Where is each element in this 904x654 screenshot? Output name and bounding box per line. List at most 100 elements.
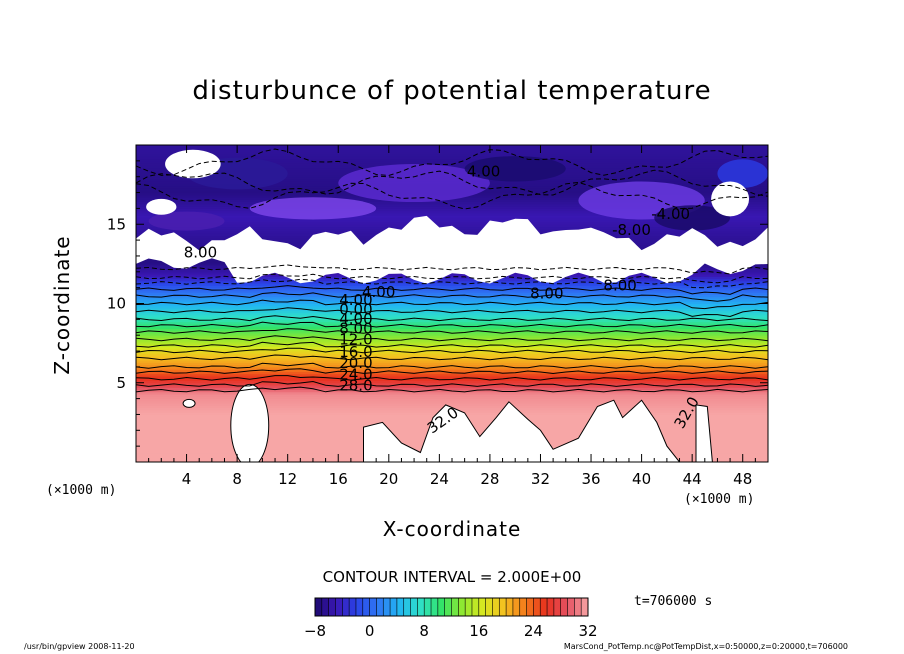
x-tick-label: 4 bbox=[182, 470, 192, 488]
colorbar-cell bbox=[526, 598, 534, 616]
field-band bbox=[136, 278, 768, 282]
field-band bbox=[136, 275, 768, 280]
contour-label: 28.0 bbox=[339, 376, 372, 394]
contour-line bbox=[136, 321, 768, 328]
field-band bbox=[136, 352, 768, 357]
colorbar-cell bbox=[424, 598, 432, 616]
x-tick-label: 24 bbox=[430, 470, 449, 488]
field-band bbox=[136, 314, 768, 318]
colorbar-cell bbox=[342, 598, 350, 616]
field-band bbox=[136, 158, 768, 162]
x-tick-label: 44 bbox=[683, 470, 702, 488]
field-band bbox=[136, 341, 768, 345]
undefined-region bbox=[136, 215, 768, 284]
contour-label: 20.0 bbox=[339, 354, 372, 372]
field-band bbox=[136, 366, 768, 370]
field-band bbox=[136, 305, 768, 309]
undefined-patch bbox=[182, 398, 196, 408]
undefined-patch bbox=[363, 399, 681, 462]
field-band bbox=[136, 359, 768, 363]
field-band bbox=[136, 289, 768, 293]
colorbar-cell bbox=[383, 598, 391, 616]
colorbar-cell bbox=[506, 598, 514, 616]
field-band bbox=[136, 325, 768, 329]
colorbar-cell bbox=[451, 598, 459, 616]
contour-line bbox=[136, 362, 768, 369]
contour-line bbox=[136, 315, 768, 322]
colorbar-cell bbox=[547, 598, 555, 616]
contour-line bbox=[136, 148, 768, 177]
field-band bbox=[136, 273, 768, 277]
colorbar-cell bbox=[581, 598, 589, 616]
field-band bbox=[136, 361, 768, 366]
colorbar-cell bbox=[417, 598, 425, 616]
field-band bbox=[136, 160, 768, 164]
chart-title: disturbunce of potential temperature bbox=[192, 76, 712, 106]
contour-label: 16.0 bbox=[339, 343, 372, 361]
field-band bbox=[136, 395, 768, 400]
contour-interval-text: CONTOUR INTERVAL = 2.000E+00 bbox=[322, 568, 582, 586]
colorbar-tick-label: −8 bbox=[304, 622, 326, 640]
colorbar-cell bbox=[519, 598, 527, 616]
field-band bbox=[136, 198, 768, 203]
field-band bbox=[136, 214, 768, 218]
x-tick-label: 16 bbox=[329, 470, 348, 488]
contour-line bbox=[136, 299, 768, 310]
field-band bbox=[136, 201, 768, 205]
field-band bbox=[136, 155, 768, 160]
colorbar-cell bbox=[471, 598, 480, 616]
field-band bbox=[136, 151, 768, 155]
field-blob bbox=[464, 156, 566, 182]
contour-label: 4.00 bbox=[362, 283, 395, 301]
colorbar-cell bbox=[390, 598, 398, 616]
contour-line bbox=[136, 278, 768, 289]
contour-line bbox=[136, 341, 768, 348]
colorbar-cell bbox=[553, 598, 561, 616]
field-band bbox=[136, 393, 768, 397]
x-unit-label-left: (×1000 m) bbox=[46, 483, 117, 498]
field-band bbox=[136, 330, 768, 334]
field-band bbox=[136, 298, 768, 302]
field-band bbox=[136, 212, 768, 216]
contour-label: -8.00 bbox=[612, 221, 651, 239]
contour-label: 8.00 bbox=[339, 319, 372, 337]
field-band bbox=[136, 312, 768, 316]
contour-line bbox=[136, 347, 768, 354]
x-tick-label: 48 bbox=[733, 470, 752, 488]
contour-label: 8.00 bbox=[603, 277, 636, 295]
field-band bbox=[136, 355, 768, 359]
colorbar-cell bbox=[567, 598, 575, 616]
undefined-patch bbox=[711, 181, 750, 217]
contour-line bbox=[136, 273, 768, 284]
undefined-patch bbox=[230, 383, 270, 462]
colorbar-cell bbox=[540, 598, 548, 616]
field-band bbox=[136, 343, 768, 348]
field-band bbox=[136, 339, 768, 343]
colorbar-tick-label: 8 bbox=[419, 622, 429, 640]
colorbar: −8 0 8 16 24 32 bbox=[304, 597, 598, 640]
colorbar-cell bbox=[328, 598, 336, 616]
field-blob bbox=[338, 164, 490, 203]
field-band bbox=[136, 291, 768, 295]
field-band bbox=[136, 327, 768, 332]
field-band bbox=[136, 145, 768, 148]
colorbar-cell bbox=[533, 598, 541, 616]
field-band bbox=[136, 316, 768, 320]
field-band bbox=[136, 346, 768, 350]
x-tick-label: 12 bbox=[278, 470, 297, 488]
field-band bbox=[136, 223, 768, 228]
field-band bbox=[136, 368, 768, 372]
x-tick-label: 20 bbox=[379, 470, 398, 488]
contour-line bbox=[136, 380, 768, 387]
field-band bbox=[136, 404, 768, 409]
field-blob bbox=[148, 211, 225, 231]
field-band bbox=[136, 309, 768, 314]
field-band bbox=[136, 375, 768, 379]
colorbar-tick-label: 32 bbox=[578, 622, 597, 640]
colorbar-cell bbox=[335, 598, 343, 616]
contour-label: 8.00 bbox=[184, 243, 217, 261]
contour-label: -4.00 bbox=[651, 205, 690, 223]
undefined-patch bbox=[695, 404, 713, 462]
colorbar-cell bbox=[512, 598, 521, 616]
x-unit-label-right: (×1000 m) bbox=[684, 492, 755, 507]
